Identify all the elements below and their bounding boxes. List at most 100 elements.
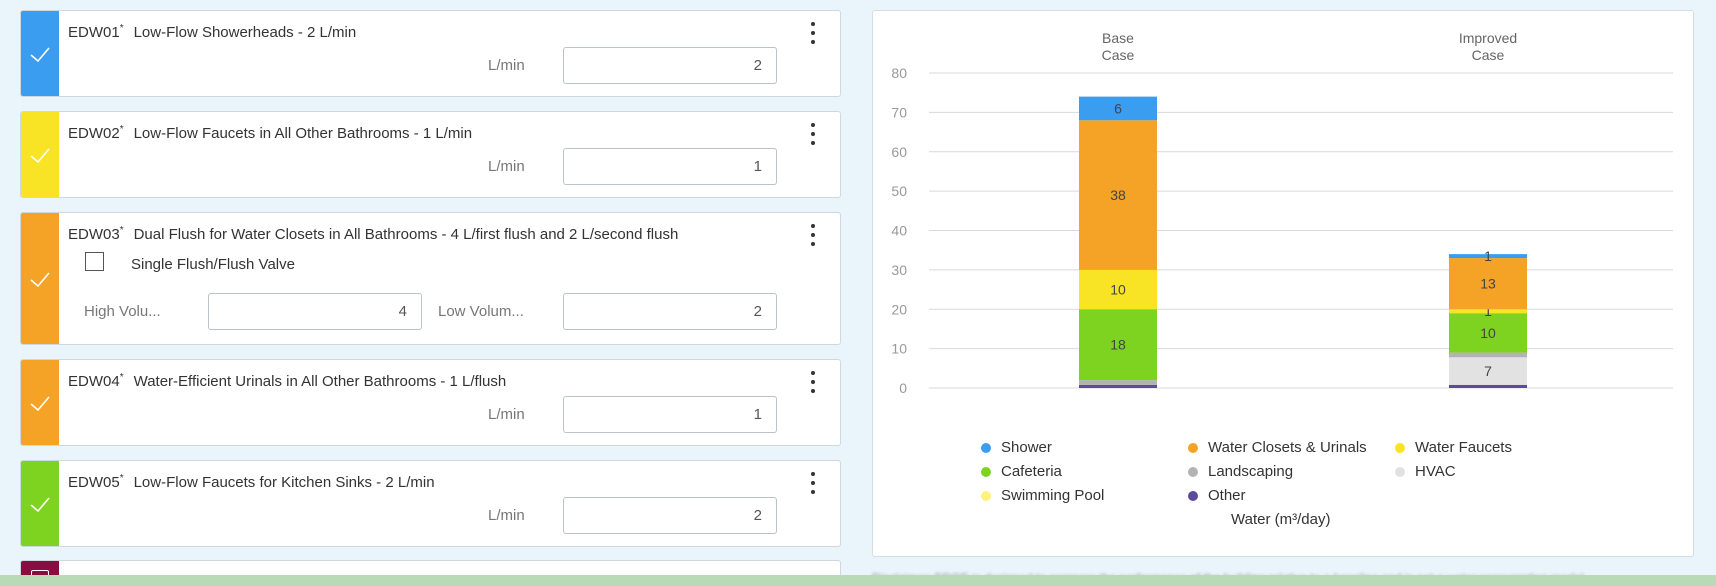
legend-item[interactable]: Water Faucets: [1395, 439, 1512, 456]
bar-data-label: 38: [1110, 187, 1126, 203]
more-options-icon[interactable]: [808, 472, 818, 494]
measure-title: EDW02* Low-Flow Faucets in All Other Bath…: [68, 124, 473, 142]
measure-code: EDW05: [68, 474, 120, 491]
legend-item[interactable]: Cafeteria: [981, 463, 1062, 480]
measure-color-stripe[interactable]: [21, 461, 59, 546]
bar-segment: [1449, 254, 1527, 259]
bar-segment: [1079, 380, 1157, 385]
legend-swatch: [1395, 442, 1405, 453]
legend-item[interactable]: Landscaping: [1188, 463, 1293, 480]
flow-rate-input[interactable]: [563, 148, 777, 185]
more-options-icon[interactable]: [808, 224, 818, 246]
check-icon: [30, 147, 50, 163]
measure-color-stripe[interactable]: [21, 11, 59, 96]
legend-swatch: [981, 490, 991, 501]
y-tick-label: 10: [891, 341, 907, 357]
legend-swatch: [981, 466, 991, 477]
bar-data-label: 1: [1484, 248, 1492, 264]
legend-item[interactable]: Water Closets & Urinals: [1188, 439, 1367, 456]
measure-card-edw05: EDW05* Low-Flow Faucets for Kitchen Sinks…: [20, 460, 841, 547]
high-volume-input[interactable]: [208, 293, 422, 330]
bar-data-label: 10: [1110, 282, 1126, 298]
legend-item[interactable]: HVAC: [1395, 463, 1456, 480]
legend-label: Water Closets & Urinals: [1208, 439, 1367, 456]
more-options-icon[interactable]: [808, 371, 818, 393]
category-label: Base: [1102, 30, 1134, 46]
check-icon: [30, 496, 50, 512]
legend-item[interactable]: Swimming Pool: [981, 487, 1104, 504]
bar-segment: [1079, 269, 1157, 310]
bar-segment: [1079, 120, 1157, 270]
measure-code: EDW04: [68, 373, 120, 390]
y-tick-label: 40: [891, 223, 907, 239]
legend-item[interactable]: Other: [1188, 487, 1246, 504]
y-tick-label: 20: [891, 301, 907, 317]
legend-label: Shower: [1001, 439, 1052, 456]
bar-segment: [1449, 309, 1527, 314]
bottom-status-bar: [0, 575, 1716, 586]
x-axis-label: Water (m³/day): [1231, 511, 1331, 528]
measure-code: EDW01: [68, 24, 120, 41]
measure-title: EDW05* Low-Flow Faucets for Kitchen Sinks…: [68, 473, 435, 491]
measure-code: EDW02: [68, 125, 120, 142]
field-label: Low Volum...: [438, 303, 524, 320]
more-options-icon[interactable]: [808, 123, 818, 145]
legend-label: Water Faucets: [1415, 439, 1512, 456]
field-label: High Volu...: [84, 303, 161, 320]
measure-name: Water-Efficient Urinals in All Other Bat…: [133, 373, 507, 390]
bar-data-label: 6: [1114, 100, 1122, 116]
legend-swatch: [981, 442, 991, 453]
measure-color-stripe[interactable]: [21, 213, 59, 344]
legend-item[interactable]: Shower: [981, 439, 1052, 456]
field-label: L/min: [488, 158, 525, 175]
bar-segment: [1449, 313, 1527, 353]
legend-label: HVAC: [1415, 463, 1456, 480]
bar-segment: [1449, 384, 1527, 388]
bar-segment: [1079, 309, 1157, 381]
check-icon: [30, 271, 50, 287]
legend-swatch: [1188, 466, 1198, 477]
single-flush-checkbox[interactable]: [85, 252, 104, 271]
measure-title: EDW03* Dual Flush for Water Closets in Al…: [68, 225, 679, 243]
field-label: L/min: [488, 57, 525, 74]
y-tick-label: 60: [891, 144, 907, 160]
check-icon: [30, 395, 50, 411]
measure-card-edw04: EDW04* Water-Efficient Urinals in All Oth…: [20, 359, 841, 446]
category-label: Case: [1102, 47, 1135, 63]
bar-segment: [1079, 96, 1157, 121]
water-chart-panel: 0 10 20 30 40 50 60 70 80 Base Case 18 10 38 6 Improved…: [872, 10, 1694, 557]
bar-data-label: 18: [1110, 337, 1126, 353]
y-tick-label: 30: [891, 262, 907, 278]
legend-label: Cafeteria: [1001, 463, 1062, 480]
measure-color-stripe[interactable]: [21, 360, 59, 445]
stacked-bar-chart: 01020304050607080BaseCase1810386Improved…: [891, 30, 1673, 396]
measure-code: EDW03: [68, 226, 120, 243]
measure-name: Low-Flow Faucets for Kitchen Sinks - 2 L…: [133, 474, 435, 491]
checkbox-label: Single Flush/Flush Valve: [131, 256, 295, 273]
legend-swatch: [1395, 466, 1405, 477]
low-volume-input[interactable]: [563, 293, 777, 330]
more-options-icon[interactable]: [808, 22, 818, 44]
legend-swatch: [1188, 442, 1198, 453]
bar-segment: [1449, 357, 1527, 385]
bar-data-label: 10: [1480, 325, 1496, 341]
flow-rate-input[interactable]: [563, 47, 777, 84]
measure-color-stripe[interactable]: [21, 112, 59, 197]
field-label: L/min: [488, 507, 525, 524]
measure-name: Dual Flush for Water Closets in All Bath…: [133, 226, 679, 243]
flow-rate-input[interactable]: [563, 497, 777, 534]
check-icon: [30, 46, 50, 62]
measure-name: Low-Flow Showerheads - 2 L/min: [133, 24, 357, 41]
y-tick-label: 80: [891, 65, 907, 81]
measure-card-edw01: EDW01* Low-Flow Showerheads - 2 L/min L/m…: [20, 10, 841, 97]
measure-title: EDW04* Water-Efficient Urinals in All Oth…: [68, 372, 507, 390]
legend-label: Other: [1208, 487, 1246, 504]
bar-segment: [1449, 352, 1527, 358]
measure-card-edw02: EDW02* Low-Flow Faucets in All Other Bath…: [20, 111, 841, 198]
legend-label: Swimming Pool: [1001, 487, 1105, 504]
bar-data-label: 13: [1480, 276, 1496, 292]
bar-data-label: 7: [1484, 363, 1492, 379]
measure-card-edw03: EDW03* Dual Flush for Water Closets in Al…: [20, 212, 841, 345]
category-label: Improved: [1459, 30, 1517, 46]
flow-rate-input[interactable]: [563, 396, 777, 433]
